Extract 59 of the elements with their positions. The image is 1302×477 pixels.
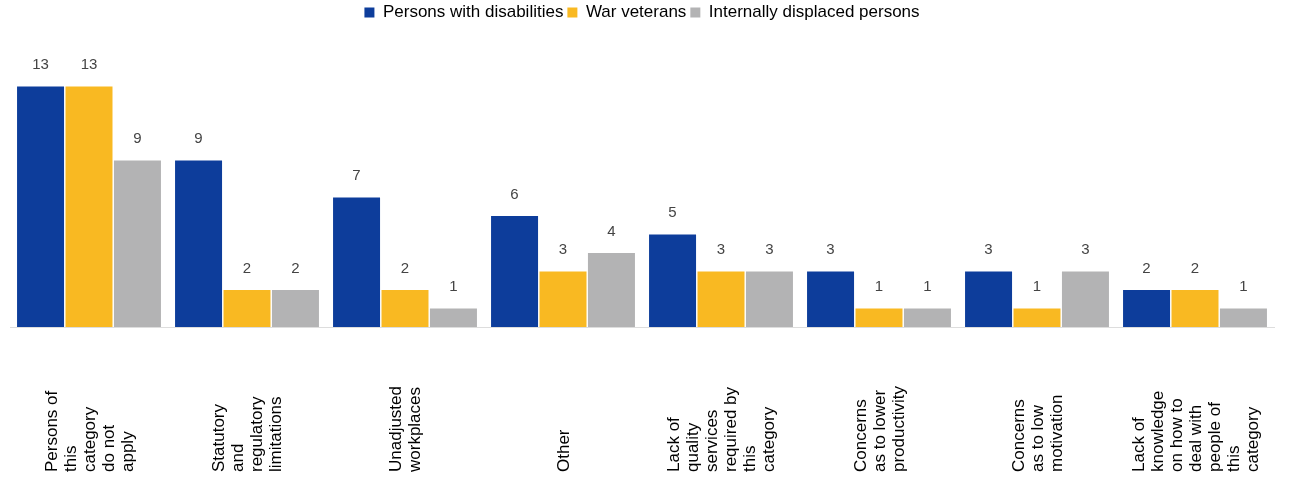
legend-label: Internally displaced persons <box>708 2 920 22</box>
bar <box>807 271 855 327</box>
data-label: 9 <box>194 129 203 147</box>
data-label: 3 <box>558 240 568 258</box>
bar <box>333 197 381 327</box>
x-tick-label: Unadjusted workplaces <box>386 385 425 473</box>
x-tick-label: Concerns as to lower productivity <box>850 385 908 472</box>
x-tick-label: Lack of knowledge on how to deal with people of this category <box>1128 390 1262 472</box>
bar <box>587 253 635 327</box>
x-tick-label: Concerns as to low motivation <box>1008 394 1066 472</box>
data-label: 6 <box>510 184 519 202</box>
bar <box>175 160 223 327</box>
bar <box>223 290 271 327</box>
data-label: 13 <box>80 55 98 73</box>
bar <box>903 308 951 327</box>
data-label: 2 <box>291 258 300 276</box>
bar <box>271 290 319 327</box>
bar <box>1123 290 1171 327</box>
x-tick-label: Statutory and regulatory limitations <box>209 395 286 472</box>
bar <box>649 234 697 327</box>
bar <box>1171 290 1219 327</box>
bar <box>1061 271 1109 327</box>
bar <box>539 271 587 327</box>
data-label: 2 <box>1190 258 1200 276</box>
bar <box>491 216 539 327</box>
bar <box>17 86 65 327</box>
bar <box>1013 308 1061 327</box>
data-label: 3 <box>716 240 726 258</box>
data-label: 1 <box>874 277 884 295</box>
data-label: 5 <box>668 203 677 221</box>
data-label: 3 <box>1081 240 1090 258</box>
data-label: 3 <box>984 240 993 258</box>
data-label: 7 <box>352 166 361 184</box>
x-tick-label: Persons of this category do not apply <box>41 390 137 472</box>
legend-label: Persons with disabilities <box>382 2 564 22</box>
data-label: 1 <box>449 277 458 295</box>
bar <box>965 271 1013 327</box>
data-label: 3 <box>765 240 774 258</box>
x-tick-label: Lack of quality services required by this category <box>664 386 779 472</box>
bar <box>745 271 793 327</box>
data-label: 9 <box>133 129 142 147</box>
bar <box>381 290 429 327</box>
data-label: 1 <box>923 277 932 295</box>
bar <box>65 86 113 327</box>
data-label: 1 <box>1032 277 1042 295</box>
data-label: 4 <box>607 221 616 239</box>
data-label: 13 <box>32 55 49 73</box>
legend-label: War veterans <box>585 2 687 22</box>
bar <box>697 271 745 327</box>
data-label: 3 <box>826 240 835 258</box>
data-label: 2 <box>242 258 252 276</box>
x-tick-label: Other <box>553 429 573 472</box>
bar <box>855 308 903 327</box>
bar <box>113 160 161 327</box>
bar <box>429 308 477 327</box>
data-label: 2 <box>1142 258 1151 276</box>
data-label: 1 <box>1239 277 1248 295</box>
data-label: 2 <box>400 258 410 276</box>
bar <box>1219 308 1267 327</box>
